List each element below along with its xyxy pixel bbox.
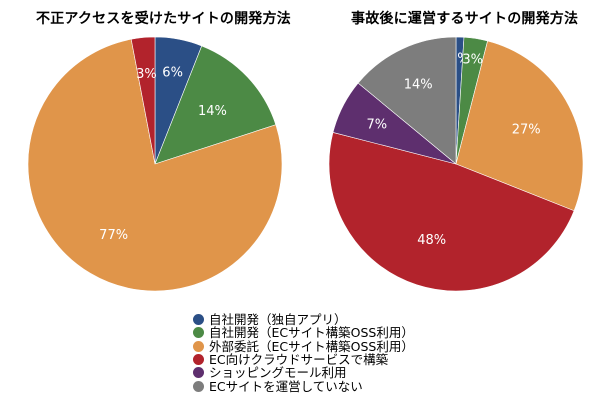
chart-title-left: 不正アクセスを受けたサイトの開発方法 bbox=[36, 11, 291, 27]
pie-slice-label: 7% bbox=[366, 118, 387, 133]
legend-swatch bbox=[193, 327, 204, 339]
legend-item: EC向けクラウドサービスで構築 bbox=[193, 353, 414, 366]
pie-slice-label: 3% bbox=[462, 53, 483, 68]
legend-item: 自社開発（独自アプリ） bbox=[193, 313, 414, 326]
legend-label: 自社開発（独自アプリ） bbox=[209, 312, 347, 328]
legend-item: ショッピングモール利用 bbox=[193, 366, 414, 379]
pie-slice-label: 3% bbox=[136, 67, 157, 82]
pie-charts: 6%14%77%3%1%3%27%48%7%14% bbox=[27, 36, 584, 292]
pie-slice bbox=[27, 38, 283, 292]
legend-item: ECサイトを運営していない bbox=[193, 378, 414, 394]
pie-slice-label: 77% bbox=[99, 228, 128, 243]
pie-slice-label: 14% bbox=[404, 78, 433, 93]
legend-label: 自社開発（ECサイト構築OSS利用） bbox=[209, 325, 414, 341]
legend-label: 外部委託（ECサイト構築OSS利用） bbox=[209, 338, 414, 354]
legend-item: 外部委託（ECサイト構築OSS利用） bbox=[193, 340, 414, 353]
legend-label: EC向けクラウドサービスで構築 bbox=[209, 352, 389, 368]
pie-slice bbox=[455, 40, 584, 212]
pie-slice-label: 48% bbox=[417, 233, 446, 248]
pie-slice-label: 27% bbox=[512, 122, 541, 137]
legend-swatch bbox=[193, 380, 204, 392]
chart-title-right: 事故後に運営するサイトの開発方法 bbox=[351, 11, 579, 27]
pie-slice-label: 6% bbox=[162, 66, 183, 81]
pie-chart-1: 1%3%27%48%7%14% bbox=[328, 36, 584, 292]
pie-slice bbox=[328, 132, 575, 292]
legend: 自社開発（独自アプリ） 自社開発（ECサイト構築OSS利用） 外部委託（ECサイ… bbox=[193, 313, 414, 393]
legend-swatch bbox=[193, 340, 204, 352]
legend-swatch bbox=[193, 367, 204, 379]
pie-slice bbox=[130, 36, 156, 165]
legend-label: ECサイトを運営していない bbox=[209, 378, 363, 394]
legend-item: 自社開発（ECサイト構築OSS利用） bbox=[193, 326, 414, 339]
legend-swatch bbox=[193, 314, 204, 326]
pie-chart-0: 6% 14% 77% 3% bbox=[27, 36, 283, 292]
legend-label: ショッピングモール利用 bbox=[209, 365, 347, 381]
pie-slice bbox=[357, 36, 457, 165]
pie-slice-label: 14% bbox=[198, 104, 227, 119]
legend-swatch bbox=[193, 354, 204, 366]
